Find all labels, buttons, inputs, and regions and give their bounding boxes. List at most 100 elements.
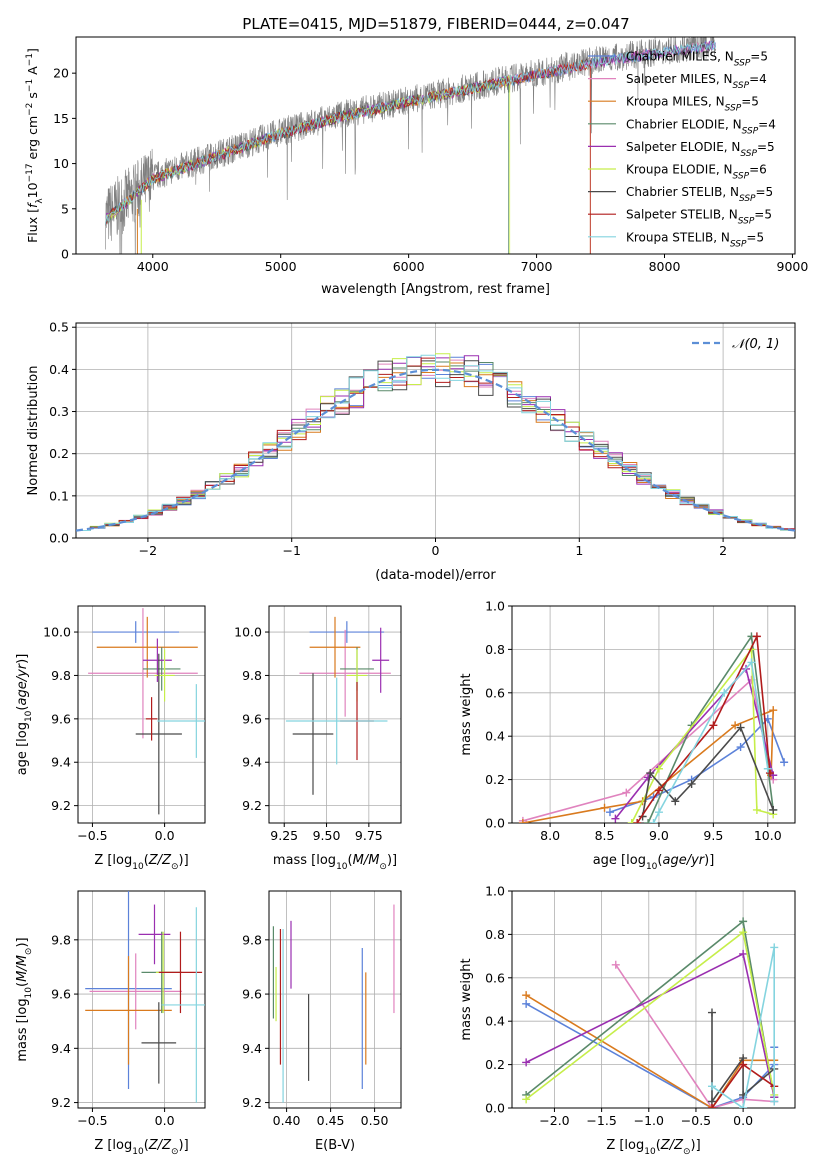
histogram-step [76, 354, 795, 531]
x-tick-label: 9.25 [270, 828, 298, 843]
y-tick-label: 0.4 [485, 729, 505, 744]
x-tick-label: 7000 [521, 259, 553, 274]
y-axis-label: mass weight [459, 673, 474, 755]
mass-weight-marker [752, 632, 761, 641]
mass-weight-marker [752, 805, 761, 814]
x-tick-label: 1 [575, 543, 583, 558]
mass-weight-marker [522, 1058, 531, 1067]
y-tick-label: 9.2 [51, 1095, 71, 1110]
y-tick-label: 9.8 [242, 932, 262, 947]
axes-background [76, 37, 795, 254]
y-tick-label: 0.0 [49, 531, 69, 546]
mass-weight-marker [739, 949, 748, 958]
x-axis-label: wavelength [Angstrom, rest frame] [321, 282, 550, 297]
mass-weight-marker [671, 797, 680, 806]
y-tick-label: 9.4 [242, 755, 262, 770]
y-tick-label: 9.6 [51, 987, 71, 1002]
axes-frame [77, 890, 206, 1109]
massweight-vs-metallicity-panel: −2.0 −1.5 −1.0 −0.5 0.0 0.0 0.2 0.4 0.6 0.8 1.0 Z [… [459, 884, 796, 1157]
x-tick-label: 6000 [393, 259, 425, 274]
model-spectrum-line [105, 41, 717, 226]
mass-weight-marker [739, 928, 748, 937]
errorbar-point [142, 647, 181, 691]
x-tick-label: −1 [282, 543, 300, 558]
y-tick-label: 9.6 [242, 987, 262, 1002]
y-tick-label: 0.2 [485, 1057, 505, 1072]
mass-weight-marker [763, 764, 772, 773]
y-axis-label: Flux [fλ10−17 erg cm−2 s−1 A−1] [25, 48, 45, 243]
mass-weight-marker [709, 721, 718, 730]
y-tick-label: 0.1 [49, 488, 69, 503]
mass-weight-marker [707, 1082, 716, 1091]
y-tick-label: 9.2 [51, 798, 71, 813]
x-axis-label: E(B-V) [315, 1138, 355, 1153]
y-tick-label: 0.0 [485, 816, 505, 831]
axes-frame [75, 36, 796, 255]
mass-weight-marker [518, 819, 527, 823]
mass-weight-marker [611, 814, 620, 823]
mass-vs-metallicity-panel: −0.5 0.0 9.2 9.4 9.6 9.8 Z [log10(Z/Z⊙)] mass [… [15, 890, 206, 1157]
age-vs-mass-panel: 9.25 9.50 9.75 9.2 9.4 9.6 9.8 10.0 mass [log10(… [234, 605, 402, 872]
mass-weight-line [522, 709, 775, 823]
mass-weight-marker [769, 706, 778, 715]
mass-weight-marker [687, 779, 696, 788]
errorbar-point [309, 616, 361, 678]
legend-entry: Kroupa ELODIE, NSSP=6 [626, 163, 767, 182]
y-tick-label: 9.2 [242, 798, 262, 813]
errorbar-point [96, 616, 198, 678]
mass-weight-marker [611, 960, 620, 969]
x-tick-label: 0.0 [155, 828, 175, 843]
age-vs-metallicity-panel: −0.5 0.0 9.2 9.4 9.6 9.8 10.0 Z [log10(Z/Z⊙)] ag… [15, 605, 206, 872]
x-axis-label: mass [log10(M/M⊙)] [273, 853, 397, 872]
y-tick-label: 1.0 [485, 884, 505, 899]
mass-weight-marker [654, 808, 663, 817]
legend-entry: Chabrier STELIB, NSSP=5 [626, 185, 773, 204]
x-tick-label: 0.0 [733, 1113, 753, 1128]
observed-spectrum-line [105, 37, 716, 254]
x-tick-label: −2.0 [539, 1113, 569, 1128]
y-tick-label: 0.6 [485, 685, 505, 700]
y-tick-label: 9.2 [242, 1095, 262, 1110]
mass-weight-marker [649, 819, 658, 823]
mass-weight-marker [654, 764, 663, 773]
legend-entry: Chabrier MILES, NSSP=5 [626, 50, 768, 69]
y-tick-label: 10.0 [234, 625, 262, 640]
x-tick-label: 9.75 [355, 828, 383, 843]
legend-entry: Salpeter ELODIE, NSSP=5 [626, 140, 775, 159]
mass-weight-marker [600, 803, 609, 812]
mass-weight-line [641, 725, 774, 817]
mass-weight-marker [522, 1095, 531, 1104]
legend-entry: Salpeter MILES, NSSP=4 [626, 72, 767, 91]
legend-entry: Kroupa MILES, NSSP=5 [626, 95, 759, 114]
mass-weight-marker [739, 1104, 748, 1108]
errorbar-point [161, 907, 205, 1103]
mass-weight-marker [739, 917, 748, 926]
errorbar-plot-area [85, 891, 205, 1103]
errorbar-point [299, 629, 391, 717]
y-axis-label: age [log10(age/yr)] [15, 654, 34, 776]
spectrum-panel: 4000 5000 6000 7000 8000 9000 0 5 10 15 20 waveleng… [25, 36, 808, 297]
y-tick-label: 9.4 [51, 1041, 71, 1056]
errorbar-point [138, 904, 171, 965]
errorbar-plot-area [88, 608, 205, 815]
y-tick-label: 0.2 [485, 772, 505, 787]
y-tick-label: 9.6 [51, 711, 71, 726]
legend-entry: Kroupa STELIB, NSSP=5 [626, 230, 764, 249]
massweight-vs-age-panel: 8.0 8.5 9.0 9.5 10.0 0.0 0.2 0.4 0.6 0.8 1.0 age [l… [459, 599, 796, 872]
mass-weight-marker [644, 819, 653, 823]
mass-weight-marker [622, 788, 631, 797]
errorbar-point [142, 638, 172, 682]
errorbar-point [309, 621, 385, 643]
y-tick-label: 0.8 [485, 642, 505, 657]
mass-weight-line [525, 1003, 775, 1108]
x-axis-label: Z [log10(Z/Z⊙)] [94, 853, 188, 872]
mass-weight-marker [707, 1008, 716, 1017]
x-tick-label: 9.0 [649, 828, 669, 843]
legend-entry: Salpeter STELIB, NSSP=5 [626, 208, 772, 227]
y-tick-label: 10 [53, 156, 69, 171]
x-tick-label: 0 [432, 543, 440, 558]
x-axis-label: (data-model)/error [375, 568, 496, 583]
y-tick-label: 0.4 [485, 1014, 505, 1029]
mass-weight-line [615, 964, 775, 1108]
